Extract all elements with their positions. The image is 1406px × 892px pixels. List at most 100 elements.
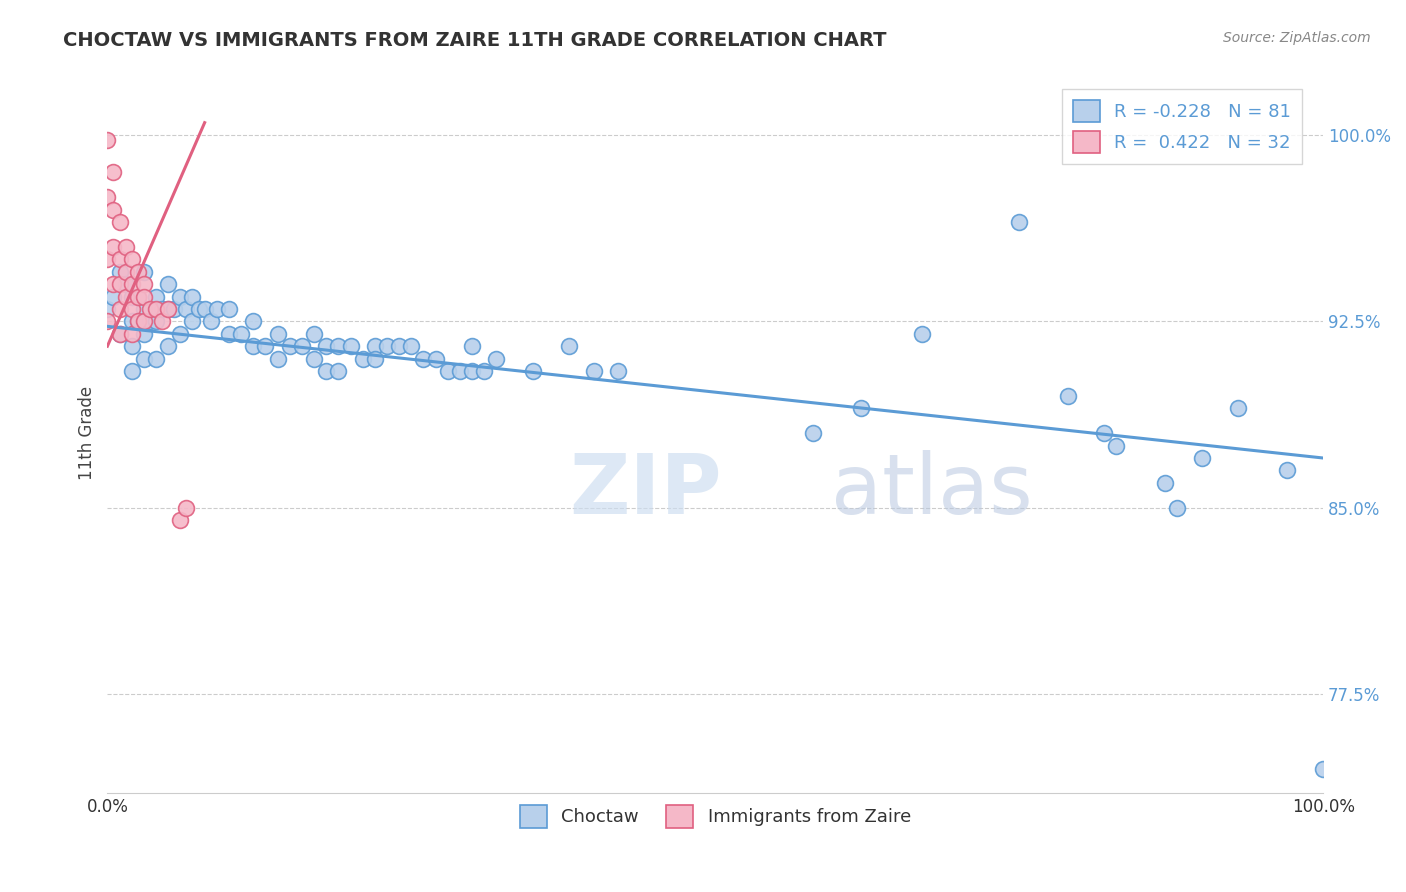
Point	[254, 339, 277, 353]
Point	[121, 289, 143, 303]
Point	[157, 301, 180, 316]
Point	[96, 133, 118, 147]
Point	[157, 301, 180, 316]
Point	[169, 513, 191, 527]
Point	[121, 277, 143, 292]
Y-axis label: 11th Grade: 11th Grade	[79, 386, 96, 480]
Point	[461, 339, 484, 353]
Point	[150, 314, 173, 328]
Point	[96, 314, 118, 328]
Point	[132, 289, 155, 303]
Point	[145, 351, 167, 366]
Point	[108, 252, 131, 267]
Point	[364, 339, 387, 353]
Point	[461, 364, 484, 378]
Text: atlas: atlas	[831, 450, 1032, 532]
Point	[364, 351, 387, 366]
Point	[103, 289, 125, 303]
Point	[1227, 401, 1250, 416]
Point	[558, 339, 581, 353]
Text: Source: ZipAtlas.com: Source: ZipAtlas.com	[1223, 31, 1371, 45]
Point	[127, 314, 149, 328]
Point	[436, 364, 458, 378]
Point	[1056, 389, 1078, 403]
Point	[108, 277, 131, 292]
Point	[582, 364, 605, 378]
Point	[1166, 500, 1188, 515]
Point	[169, 289, 191, 303]
Point	[176, 500, 198, 515]
Point	[302, 326, 325, 341]
Point	[911, 326, 934, 341]
Point	[375, 339, 398, 353]
Point	[339, 339, 361, 353]
Point	[849, 401, 872, 416]
Point	[103, 202, 125, 217]
Point	[132, 326, 155, 341]
Point	[139, 314, 162, 328]
Point	[132, 351, 155, 366]
Point	[108, 301, 131, 316]
Point	[145, 289, 167, 303]
Point	[181, 289, 204, 303]
Point	[121, 339, 143, 353]
Point	[145, 301, 167, 316]
Point	[801, 426, 824, 441]
Point	[485, 351, 508, 366]
Point	[121, 364, 143, 378]
Point	[157, 339, 180, 353]
Point	[181, 314, 204, 328]
Point	[472, 364, 495, 378]
Point	[132, 265, 155, 279]
Point	[218, 301, 240, 316]
Point	[1092, 426, 1115, 441]
Point	[163, 301, 186, 316]
Point	[132, 314, 155, 328]
Point	[229, 326, 252, 341]
Point	[121, 301, 143, 316]
Point	[121, 252, 143, 267]
Point	[127, 314, 149, 328]
Point	[114, 277, 136, 292]
Point	[1105, 439, 1128, 453]
Point	[127, 289, 149, 303]
Point	[103, 277, 125, 292]
Point	[139, 301, 162, 316]
Point	[266, 351, 288, 366]
Point	[127, 265, 149, 279]
Point	[1008, 215, 1031, 229]
Point	[96, 301, 118, 316]
Point	[302, 351, 325, 366]
Point	[114, 265, 136, 279]
Text: CHOCTAW VS IMMIGRANTS FROM ZAIRE 11TH GRADE CORRELATION CHART: CHOCTAW VS IMMIGRANTS FROM ZAIRE 11TH GR…	[63, 31, 887, 50]
Point	[114, 289, 136, 303]
Point	[96, 252, 118, 267]
Point	[242, 339, 264, 353]
Point	[1154, 475, 1177, 490]
Point	[157, 277, 180, 292]
Point	[200, 314, 222, 328]
Text: ZIP: ZIP	[569, 450, 721, 532]
Point	[205, 301, 228, 316]
Point	[1312, 762, 1334, 776]
Point	[187, 301, 209, 316]
Legend: Choctaw, Immigrants from Zaire: Choctaw, Immigrants from Zaire	[513, 798, 918, 835]
Point	[352, 351, 374, 366]
Point	[278, 339, 301, 353]
Point	[315, 339, 337, 353]
Point	[108, 326, 131, 341]
Point	[388, 339, 411, 353]
Point	[218, 326, 240, 341]
Point	[103, 240, 125, 254]
Point	[401, 339, 423, 353]
Point	[96, 190, 118, 204]
Point	[242, 314, 264, 328]
Point	[449, 364, 471, 378]
Point	[108, 265, 131, 279]
Point	[412, 351, 434, 366]
Point	[607, 364, 630, 378]
Point	[150, 301, 173, 316]
Point	[176, 301, 198, 316]
Point	[114, 240, 136, 254]
Point	[1191, 450, 1213, 465]
